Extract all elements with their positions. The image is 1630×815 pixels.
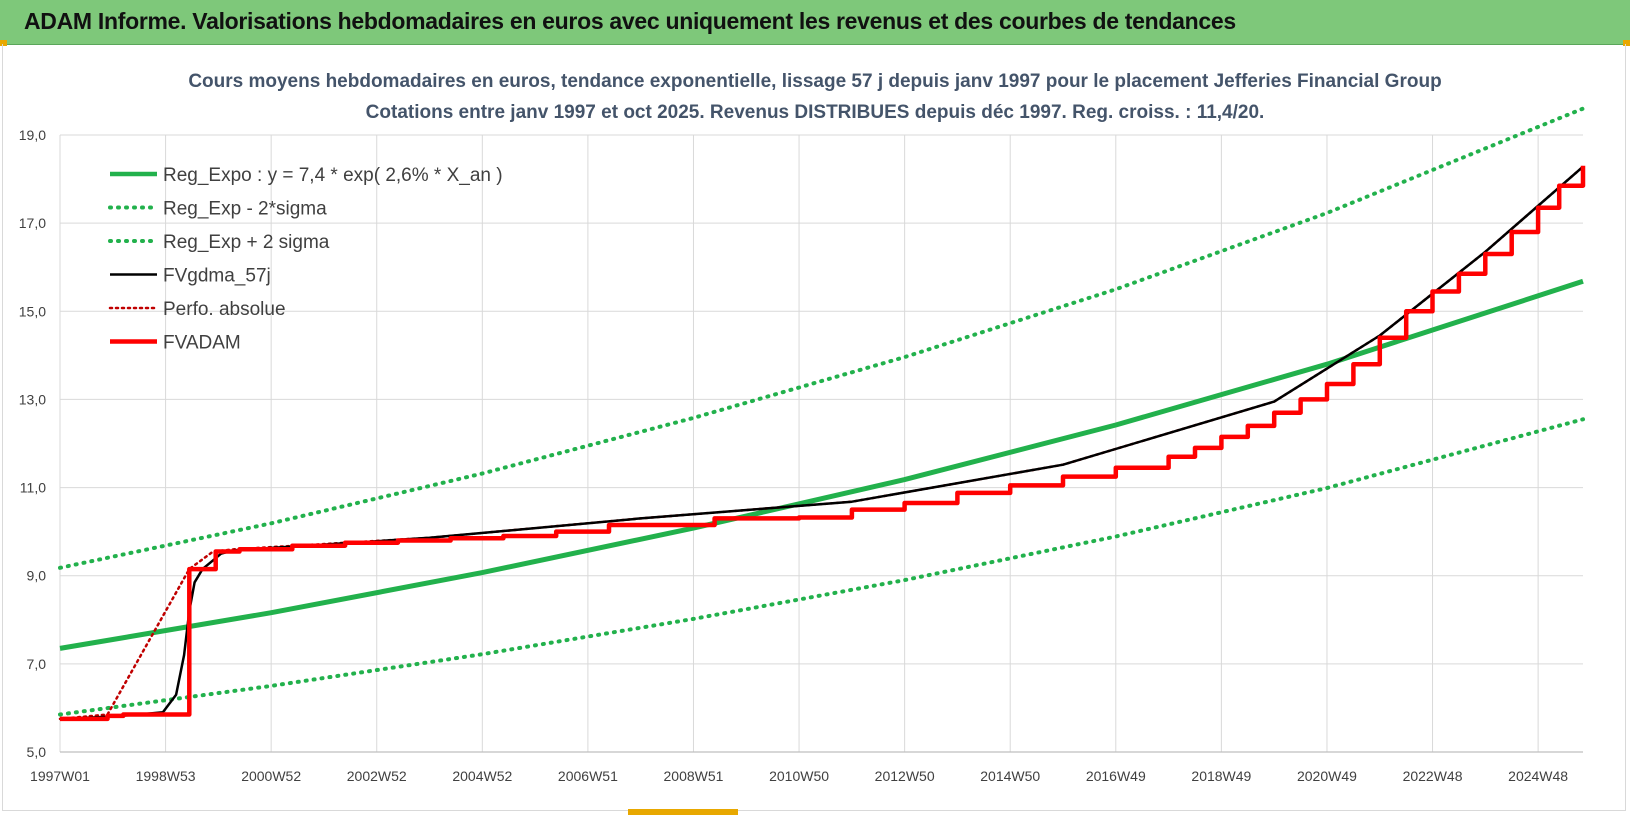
series-line-1 xyxy=(58,417,1585,717)
x-tick-label: 2024W48 xyxy=(1508,768,1568,784)
x-tick-label: 2012W50 xyxy=(875,768,935,784)
x-tick-label: 2016W49 xyxy=(1086,768,1146,784)
chart-grid xyxy=(59,134,1583,753)
y-tick-label: 13,0 xyxy=(19,391,46,407)
y-tick-label: 19,0 xyxy=(19,127,46,143)
x-tick-label: 2006W51 xyxy=(558,768,618,784)
x-tick-label: 2020W49 xyxy=(1297,768,1357,784)
y-tick-label: 5,0 xyxy=(27,744,47,760)
y-tick-label: 9,0 xyxy=(27,568,47,584)
series-line-5 xyxy=(60,165,1586,722)
legend-label-1: Reg_Exp - 2*sigma xyxy=(163,199,327,220)
x-tick-label: 2002W52 xyxy=(347,768,407,784)
x-tick-label: 2010W50 xyxy=(769,768,829,784)
legend-label-0: Reg_Expo : y = 7,4 * exp( 2,6% * X_an ) xyxy=(163,165,503,186)
legend-label-3: FVgdma_57j xyxy=(163,266,271,287)
x-tick-label: 2004W52 xyxy=(452,768,512,784)
y-tick-label: 15,0 xyxy=(19,303,46,319)
x-tick-label: 1997W01 xyxy=(30,768,90,784)
legend-label-4: Perfo. absolue xyxy=(163,299,286,320)
chart-series xyxy=(58,106,1586,722)
legend-label-2: Reg_Exp + 2 sigma xyxy=(163,232,330,253)
chart-subtitle: Cotations entre janv 1997 et oct 2025. R… xyxy=(366,102,1265,123)
x-tick-label: 2018W49 xyxy=(1191,768,1251,784)
corner-marker-left xyxy=(0,40,7,46)
x-tick-label: 1998W53 xyxy=(136,768,196,784)
series-line-0 xyxy=(59,278,1584,651)
chart-frame xyxy=(2,44,1626,811)
y-tick-label: 11,0 xyxy=(20,480,46,496)
y-tick-label: 7,0 xyxy=(27,656,47,672)
chart-legend: Reg_Expo : y = 7,4 * exp( 2,6% * X_an ) R… xyxy=(108,165,503,354)
corner-marker-right xyxy=(1623,40,1630,46)
chart-title: Cours moyens hebdomadaires en euros, ten… xyxy=(188,71,1441,92)
x-tick-label: 2000W52 xyxy=(241,768,301,784)
x-tick-label: 2014W50 xyxy=(980,768,1040,784)
series-line-2 xyxy=(58,106,1585,570)
y-tick-label: 17,0 xyxy=(19,215,46,231)
legend-label-5: FVADAM xyxy=(163,333,241,354)
title-banner: ADAM Informe. Valorisations hebdomadaire… xyxy=(0,0,1630,45)
x-tick-label: 2022W48 xyxy=(1403,768,1463,784)
chart-axes: 5,0 7,0 9,0 11,0 13,0 15,0 17,0 19,0 1997W01 1998… xyxy=(19,127,1583,784)
bottom-marker xyxy=(628,809,738,815)
report-title: ADAM Informe. Valorisations hebdomadaire… xyxy=(24,8,1236,34)
x-tick-label: 2008W51 xyxy=(664,768,724,784)
